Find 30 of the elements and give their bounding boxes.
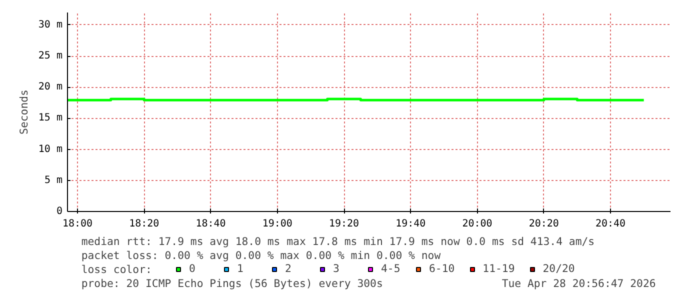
legend-label: 11-19 <box>482 262 515 275</box>
y-tick-label: 15 m <box>38 112 63 124</box>
y-tick-label: 0 <box>56 206 63 217</box>
legend-label: 1 <box>237 262 244 275</box>
x-tick-label: 20:40 <box>595 218 626 230</box>
x-tick-label: 18:40 <box>196 218 226 230</box>
y-tick-label: 25 m <box>38 50 63 62</box>
legend-label: 3 <box>333 262 340 275</box>
legend-title: loss color: <box>81 263 152 276</box>
x-tick-label: 19:20 <box>328 218 360 230</box>
x-tick-label: 18:00 <box>62 218 93 230</box>
x-tick-label: 19:00 <box>262 218 292 230</box>
text: median rtt: 17.9 ms avg 18.0 ms max 17.8 ms min 17.9 ms now 0.0 ms sd 413.4 am/s <box>81 235 595 248</box>
x-tick-label: 20:20 <box>528 218 559 230</box>
y-tick-label: 20 m <box>38 82 63 93</box>
y-axis-title: Seconds <box>17 90 30 134</box>
x-tick-label: 18:20 <box>129 218 160 230</box>
y-tick-label: 30 m <box>38 19 63 30</box>
text: Tue Apr 28 20:56:47 2026 <box>502 277 656 290</box>
y-tick-label: 5 m <box>44 174 62 186</box>
x-tick-label: 19:40 <box>396 218 426 230</box>
legend-label: 2 <box>285 262 292 275</box>
x-tick-label: 20:00 <box>462 218 492 230</box>
text: probe: 20 ICMP Echo Pings (56 Bytes) every 300s <box>81 277 383 290</box>
legend-label: 0 <box>189 262 196 275</box>
legend-label: 20/20 <box>542 262 575 275</box>
y-tick-label: 10 m <box>38 144 63 155</box>
legend-label: 4-5 <box>381 262 401 275</box>
legend-label: 6-10 <box>429 262 455 275</box>
text: packet loss: 0.00 % avg 0.00 % max 0.00 % min 0.00 % now <box>81 249 442 262</box>
